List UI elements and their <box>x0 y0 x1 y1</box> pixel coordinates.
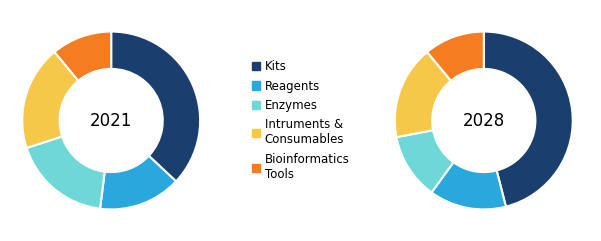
Wedge shape <box>397 130 454 193</box>
Wedge shape <box>100 156 176 209</box>
Wedge shape <box>427 32 484 81</box>
Legend: Kits, Reagents, Enzymes, Intruments &
Consumables, Bioinformatics
Tools: Kits, Reagents, Enzymes, Intruments & Co… <box>252 60 349 181</box>
Wedge shape <box>26 136 105 209</box>
Wedge shape <box>22 52 78 148</box>
Wedge shape <box>484 32 573 207</box>
Wedge shape <box>395 52 451 137</box>
Wedge shape <box>111 32 200 181</box>
Wedge shape <box>432 162 506 209</box>
Text: 2021: 2021 <box>90 112 132 129</box>
Wedge shape <box>55 32 111 81</box>
Text: 2028: 2028 <box>463 112 505 129</box>
